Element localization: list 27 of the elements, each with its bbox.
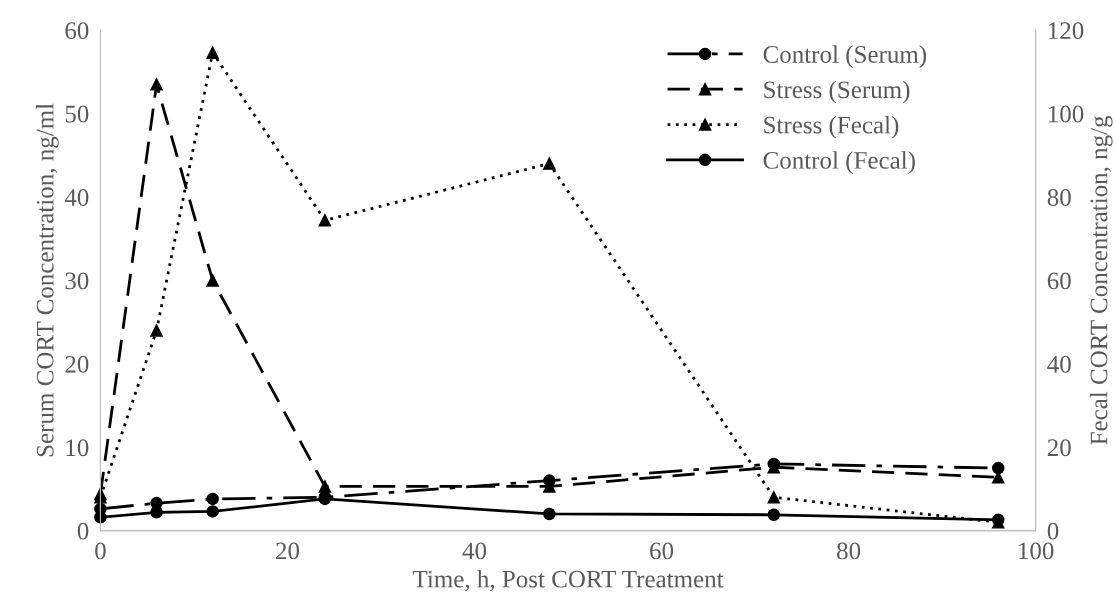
y2-tick-label: 40 bbox=[1047, 355, 1071, 373]
y-tick-label: 10 bbox=[66, 439, 89, 457]
x-axis-title: Time, h, Post CORT Treatment bbox=[412, 569, 724, 592]
y2-axis-title: Fecal CORT Concentration, ng/g bbox=[1089, 115, 1113, 445]
x-tick-label: 40 bbox=[462, 542, 487, 560]
y-tick-label: 50 bbox=[65, 105, 89, 123]
y2-tick-label: 100 bbox=[1048, 105, 1084, 123]
y2-tick-label: 20 bbox=[1047, 439, 1071, 457]
x-tick-label: 0 bbox=[95, 542, 106, 560]
x-tick-label: 20 bbox=[276, 542, 300, 560]
legend-label: Control (Fecal) bbox=[763, 151, 915, 174]
x-tick-label: 80 bbox=[837, 542, 861, 560]
legend-label: Stress (Fecal) bbox=[764, 115, 899, 139]
y2-tick-label: 120 bbox=[1048, 22, 1084, 40]
y2-tick-label: 80 bbox=[1047, 189, 1071, 206]
y-axis-title: Serum CORT Concentration, ng/ml bbox=[36, 103, 59, 457]
y2-tick-label: 0 bbox=[1047, 522, 1059, 540]
x-tick-label: 100 bbox=[1019, 542, 1054, 560]
y-tick-label: 40 bbox=[64, 189, 89, 206]
y2-tick-label: 60 bbox=[1047, 272, 1071, 290]
x-tick-label: 60 bbox=[650, 542, 674, 560]
y-tick-label: 60 bbox=[65, 22, 89, 40]
y-tick-label: 0 bbox=[77, 522, 89, 540]
y-tick-label: 20 bbox=[65, 355, 89, 373]
y-tick-label: 30 bbox=[65, 272, 89, 290]
legend-label: Control (Serum) bbox=[763, 45, 927, 68]
legend-label: Stress (Serum) bbox=[764, 80, 910, 104]
